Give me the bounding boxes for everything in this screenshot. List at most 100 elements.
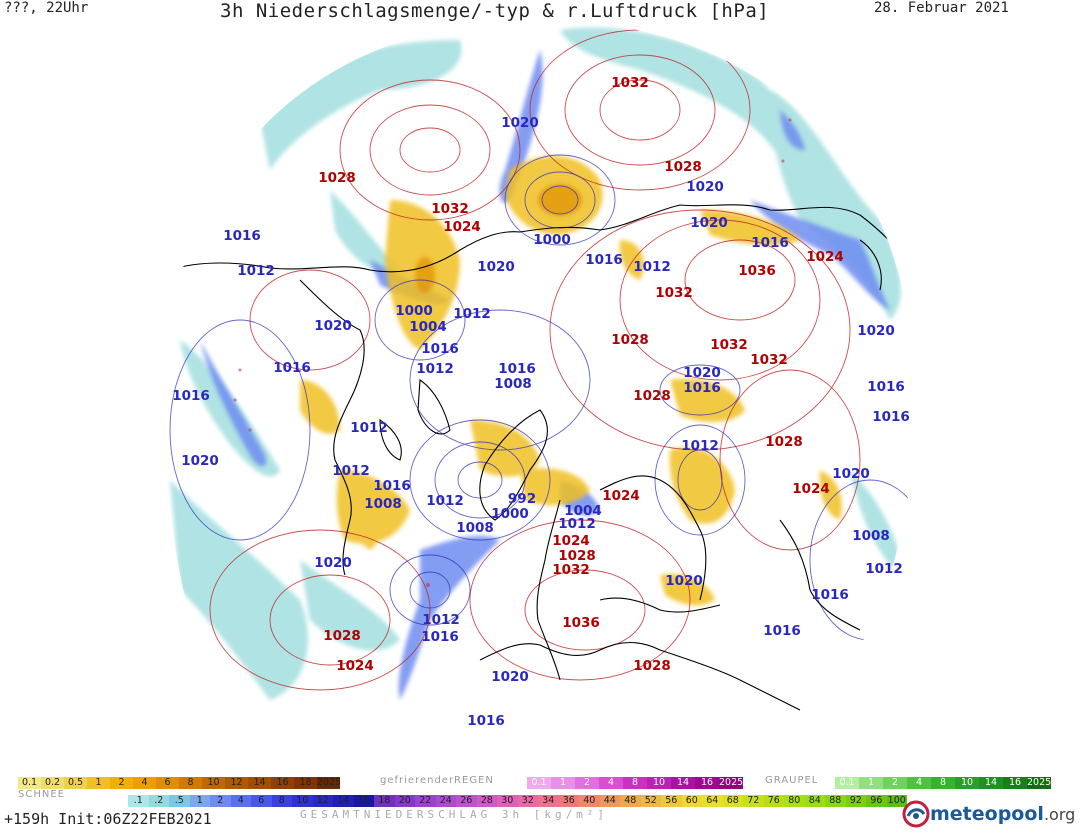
isobar-label: 1032: [552, 562, 590, 578]
meteopool-logo[interactable]: meteopool.org: [902, 800, 1075, 828]
legend-swatch: 1: [859, 777, 883, 789]
isobar-label: 1016: [421, 341, 459, 357]
isobar-label: 1012: [865, 561, 903, 577]
isobar-label: 1016: [421, 629, 459, 645]
legend-swatch: 1: [87, 777, 110, 789]
legend-swatch: 44: [599, 795, 620, 807]
isobar-label: 1016: [683, 380, 721, 396]
legend-swatch: 2: [210, 795, 231, 807]
isobar-label: 1024: [806, 249, 844, 265]
isobar-label: 1012: [237, 263, 275, 279]
isobar-label: 1020: [477, 259, 515, 275]
legend-swatch: 100: [886, 795, 907, 807]
legend-swatch: 2: [575, 777, 599, 789]
isobar-label: 1008: [494, 376, 532, 392]
legend-swatch: 0.5: [64, 777, 87, 789]
run-time-label: ???, 22Uhr: [4, 0, 89, 16]
isobar-label: 1028: [664, 159, 702, 175]
isobar-label: 1016: [811, 587, 849, 603]
legend-swatch: 8: [179, 777, 202, 789]
freezing-rain-legend-label: gefrierenderREGEN: [380, 775, 494, 786]
legend-swatch: 2: [883, 777, 907, 789]
isobar-label: 1020: [665, 573, 703, 589]
isobar-label: 1020: [501, 115, 539, 131]
isobar-label: 1024: [336, 658, 374, 674]
legend-swatch: 16: [695, 777, 719, 789]
isobar-label: 1012: [426, 493, 464, 509]
intense-snow-core: [415, 184, 582, 293]
legend-swatch: 14: [333, 795, 354, 807]
logo-main-text: meteopool: [930, 803, 1044, 825]
isobar-label: 1020: [491, 669, 529, 685]
legend-swatch: 6: [156, 777, 179, 789]
legend-swatch: 6: [251, 795, 272, 807]
legend-swatch: 1: [189, 795, 210, 807]
legend-swatch: 10: [202, 777, 225, 789]
isobar-label: 1032: [710, 337, 748, 353]
legend-swatch: 10: [955, 777, 979, 789]
legend-swatch: 0.1: [835, 777, 859, 789]
legend-swatch: 4: [907, 777, 931, 789]
isobar-label: 1008: [852, 528, 890, 544]
legend-swatch: 16: [1003, 777, 1027, 789]
total-precip-label: GESAMTNIEDERSCHLAG 3h [kg/m²]: [300, 808, 609, 821]
isobar-label: 1028: [323, 628, 361, 644]
legend-swatch: 76: [763, 795, 784, 807]
isobar-label: 1028: [633, 658, 671, 674]
legend-swatch: 0.1: [527, 777, 551, 789]
legend-swatch: 10: [292, 795, 313, 807]
legend-swatch: 18: [374, 795, 395, 807]
isobar-label: 1020: [686, 179, 724, 195]
legend-swatch: 16: [271, 777, 294, 789]
legend-swatch: 16: [353, 795, 374, 807]
legend-swatch: 1: [551, 777, 575, 789]
isobar-label: 1032: [655, 285, 693, 301]
isobar-label: 1012: [416, 361, 454, 377]
isobar-label: 1008: [456, 520, 494, 536]
legend-swatch: 88: [825, 795, 846, 807]
isobar-label: 1028: [633, 388, 671, 404]
isobar-label: 1016: [223, 228, 261, 244]
isobar-label: 1020: [690, 215, 728, 231]
legend-swatch: 8: [623, 777, 647, 789]
isobar-label: 1012: [332, 463, 370, 479]
legend-swatch: 80: [784, 795, 805, 807]
isobar-label: 1024: [792, 481, 830, 497]
legend-swatch: 2025+: [1027, 777, 1051, 789]
isobar-label: 1028: [765, 434, 803, 450]
legend-swatch: 14: [248, 777, 271, 789]
legend-swatch: 84: [804, 795, 825, 807]
isobar-label: 1012: [350, 420, 388, 436]
legend-swatch: 14: [671, 777, 695, 789]
isobar-label: 1024: [552, 533, 590, 549]
isobar-label: 1036: [738, 263, 776, 279]
legend-swatch: 24: [435, 795, 456, 807]
legend-swatch: 72: [743, 795, 764, 807]
logo-suffix-text: .org: [1043, 805, 1076, 824]
isobar-label: 1016: [585, 252, 623, 268]
legend-swatch: 4: [133, 777, 156, 789]
legend-swatch: 4: [230, 795, 251, 807]
forecast-info: +159h Init:06Z22FEB2021: [4, 810, 212, 828]
isobar-label: 1008: [364, 496, 402, 512]
isobar-label: 1020: [314, 555, 352, 571]
precip-speckle: [233, 118, 792, 587]
total-precip-legend: .1.2.5 1 2 4 6 8 10 12 14 16 18 20 22 24 26 28 30 32 34 36 4…: [128, 795, 907, 807]
legend-swatch: 96: [866, 795, 887, 807]
isobar-label: 1012: [633, 259, 671, 275]
isobar-label: 1016: [373, 478, 411, 494]
legend-swatch: 68: [722, 795, 743, 807]
legend-swatch: 4: [599, 777, 623, 789]
graupel-legend-label: GRAUPEL: [765, 775, 819, 786]
legend-swatch: 0.1: [18, 777, 41, 789]
snow-legend-label: SCHNEE: [18, 789, 65, 800]
isobar-label: 1020: [832, 466, 870, 482]
isobar-label: 1028: [318, 170, 356, 186]
coastlines: [169, 204, 911, 711]
map-disk: [165, 20, 915, 770]
legend-swatch: 26: [456, 795, 477, 807]
logo-swirl-icon: [902, 800, 930, 828]
isobar-label: 1028: [611, 332, 649, 348]
